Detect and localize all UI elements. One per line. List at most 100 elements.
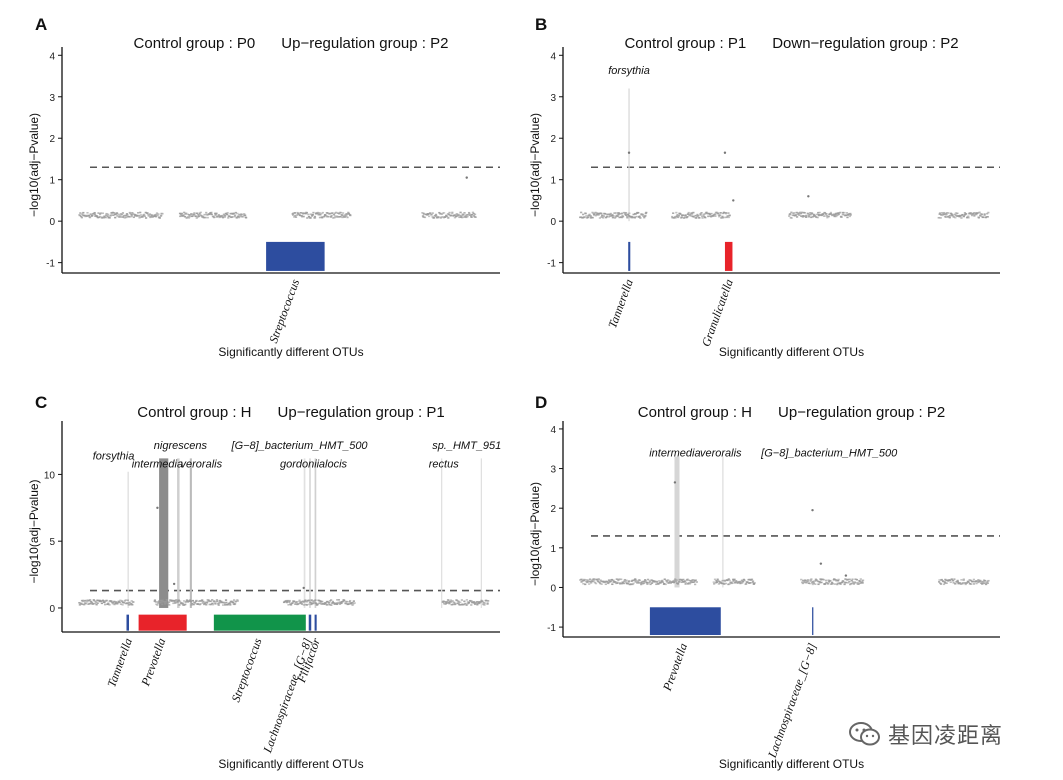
otu-point <box>820 581 823 584</box>
otu-point <box>238 215 242 218</box>
otu-point <box>103 601 106 604</box>
otu-point <box>156 604 159 606</box>
title-regulation: Up−regulation group : P2 <box>778 404 945 421</box>
otu-point <box>842 580 845 583</box>
otu-bar <box>126 614 129 631</box>
otu-point <box>89 213 92 215</box>
title-control: Control group : P1 <box>624 35 746 52</box>
otu-point <box>684 214 687 216</box>
otu-point <box>802 579 805 582</box>
otu-point <box>473 213 477 216</box>
otu-point <box>472 601 476 603</box>
otu-point <box>812 582 815 584</box>
otu-point <box>459 601 462 604</box>
significance-peak <box>189 458 192 608</box>
otu-point <box>853 582 856 584</box>
otu-point <box>956 579 959 582</box>
otu-point <box>431 216 434 218</box>
otu-point <box>982 580 985 583</box>
otu-point <box>812 580 815 583</box>
otu-point <box>823 583 827 585</box>
otu-point <box>87 599 91 602</box>
otu-point <box>680 579 684 581</box>
otu-point <box>714 213 717 215</box>
otu-point <box>139 211 142 214</box>
otu-point <box>853 581 857 583</box>
otu-point <box>304 599 307 602</box>
otu-point <box>448 211 451 214</box>
otu-bar-label: Tannerella <box>605 277 636 330</box>
otu-point <box>623 578 626 581</box>
otu-point <box>624 213 627 216</box>
y-tick-label: 4 <box>550 51 556 62</box>
highlight-point <box>465 176 468 179</box>
otu-point <box>634 581 637 583</box>
otu-point <box>165 598 168 601</box>
otu-point <box>805 579 808 582</box>
otu-point <box>837 579 840 582</box>
otu-point <box>223 602 226 604</box>
otu-point <box>822 213 825 215</box>
otu-point <box>797 212 800 214</box>
otu-point <box>127 602 130 605</box>
otu-point <box>594 211 597 214</box>
otu-point <box>228 215 231 218</box>
otu-point <box>161 603 164 606</box>
significance-peak <box>722 456 724 588</box>
otu-point <box>612 215 615 217</box>
otu-point <box>806 580 809 583</box>
otu-point <box>702 215 705 218</box>
otu-point <box>86 211 89 214</box>
otu-point <box>638 215 641 217</box>
significance-peak <box>314 458 317 608</box>
otu-point <box>429 212 432 215</box>
otu-point <box>97 212 100 214</box>
otu-point <box>450 603 453 606</box>
otu-point <box>591 211 594 214</box>
significance-peak <box>674 456 680 588</box>
otu-point <box>451 211 454 214</box>
otu-point <box>146 212 149 214</box>
otu-point <box>331 212 334 214</box>
otu-point <box>644 579 647 581</box>
otu-point <box>155 213 158 216</box>
otu-point <box>207 600 210 603</box>
otu-point <box>190 604 193 606</box>
otu-scatter <box>579 211 990 219</box>
otu-point <box>111 601 114 604</box>
otu-point <box>175 599 178 601</box>
otu-point <box>325 604 328 606</box>
otu-point <box>962 579 965 582</box>
otu-point <box>805 216 808 218</box>
otu-point <box>199 213 202 216</box>
otu-point <box>85 599 88 602</box>
significance-peak <box>159 458 169 608</box>
otu-point <box>154 215 157 218</box>
otu-point <box>337 599 341 601</box>
otu-point <box>95 603 98 606</box>
otu-point <box>693 214 696 217</box>
otu-point <box>686 578 689 581</box>
otu-point <box>799 211 802 214</box>
otu-point <box>125 216 128 219</box>
otu-point <box>831 581 834 584</box>
otu-point <box>453 216 456 219</box>
panel-a: A Control group : P0 Up−regulation group :… <box>27 15 500 359</box>
otu-point <box>300 215 303 217</box>
significance-peak <box>177 458 180 608</box>
otu-point <box>687 211 690 214</box>
otu-point <box>115 601 118 604</box>
otu-point <box>330 599 333 601</box>
otu-point <box>169 599 172 601</box>
otu-point <box>341 216 344 219</box>
otu-point <box>135 214 138 216</box>
otu-point <box>306 217 309 219</box>
otu-point <box>180 215 183 217</box>
otu-point <box>80 216 84 219</box>
otu-point <box>623 580 626 583</box>
otu-point <box>952 579 955 582</box>
otu-point <box>792 212 795 215</box>
otu-point <box>825 215 828 217</box>
otu-point <box>96 602 99 605</box>
